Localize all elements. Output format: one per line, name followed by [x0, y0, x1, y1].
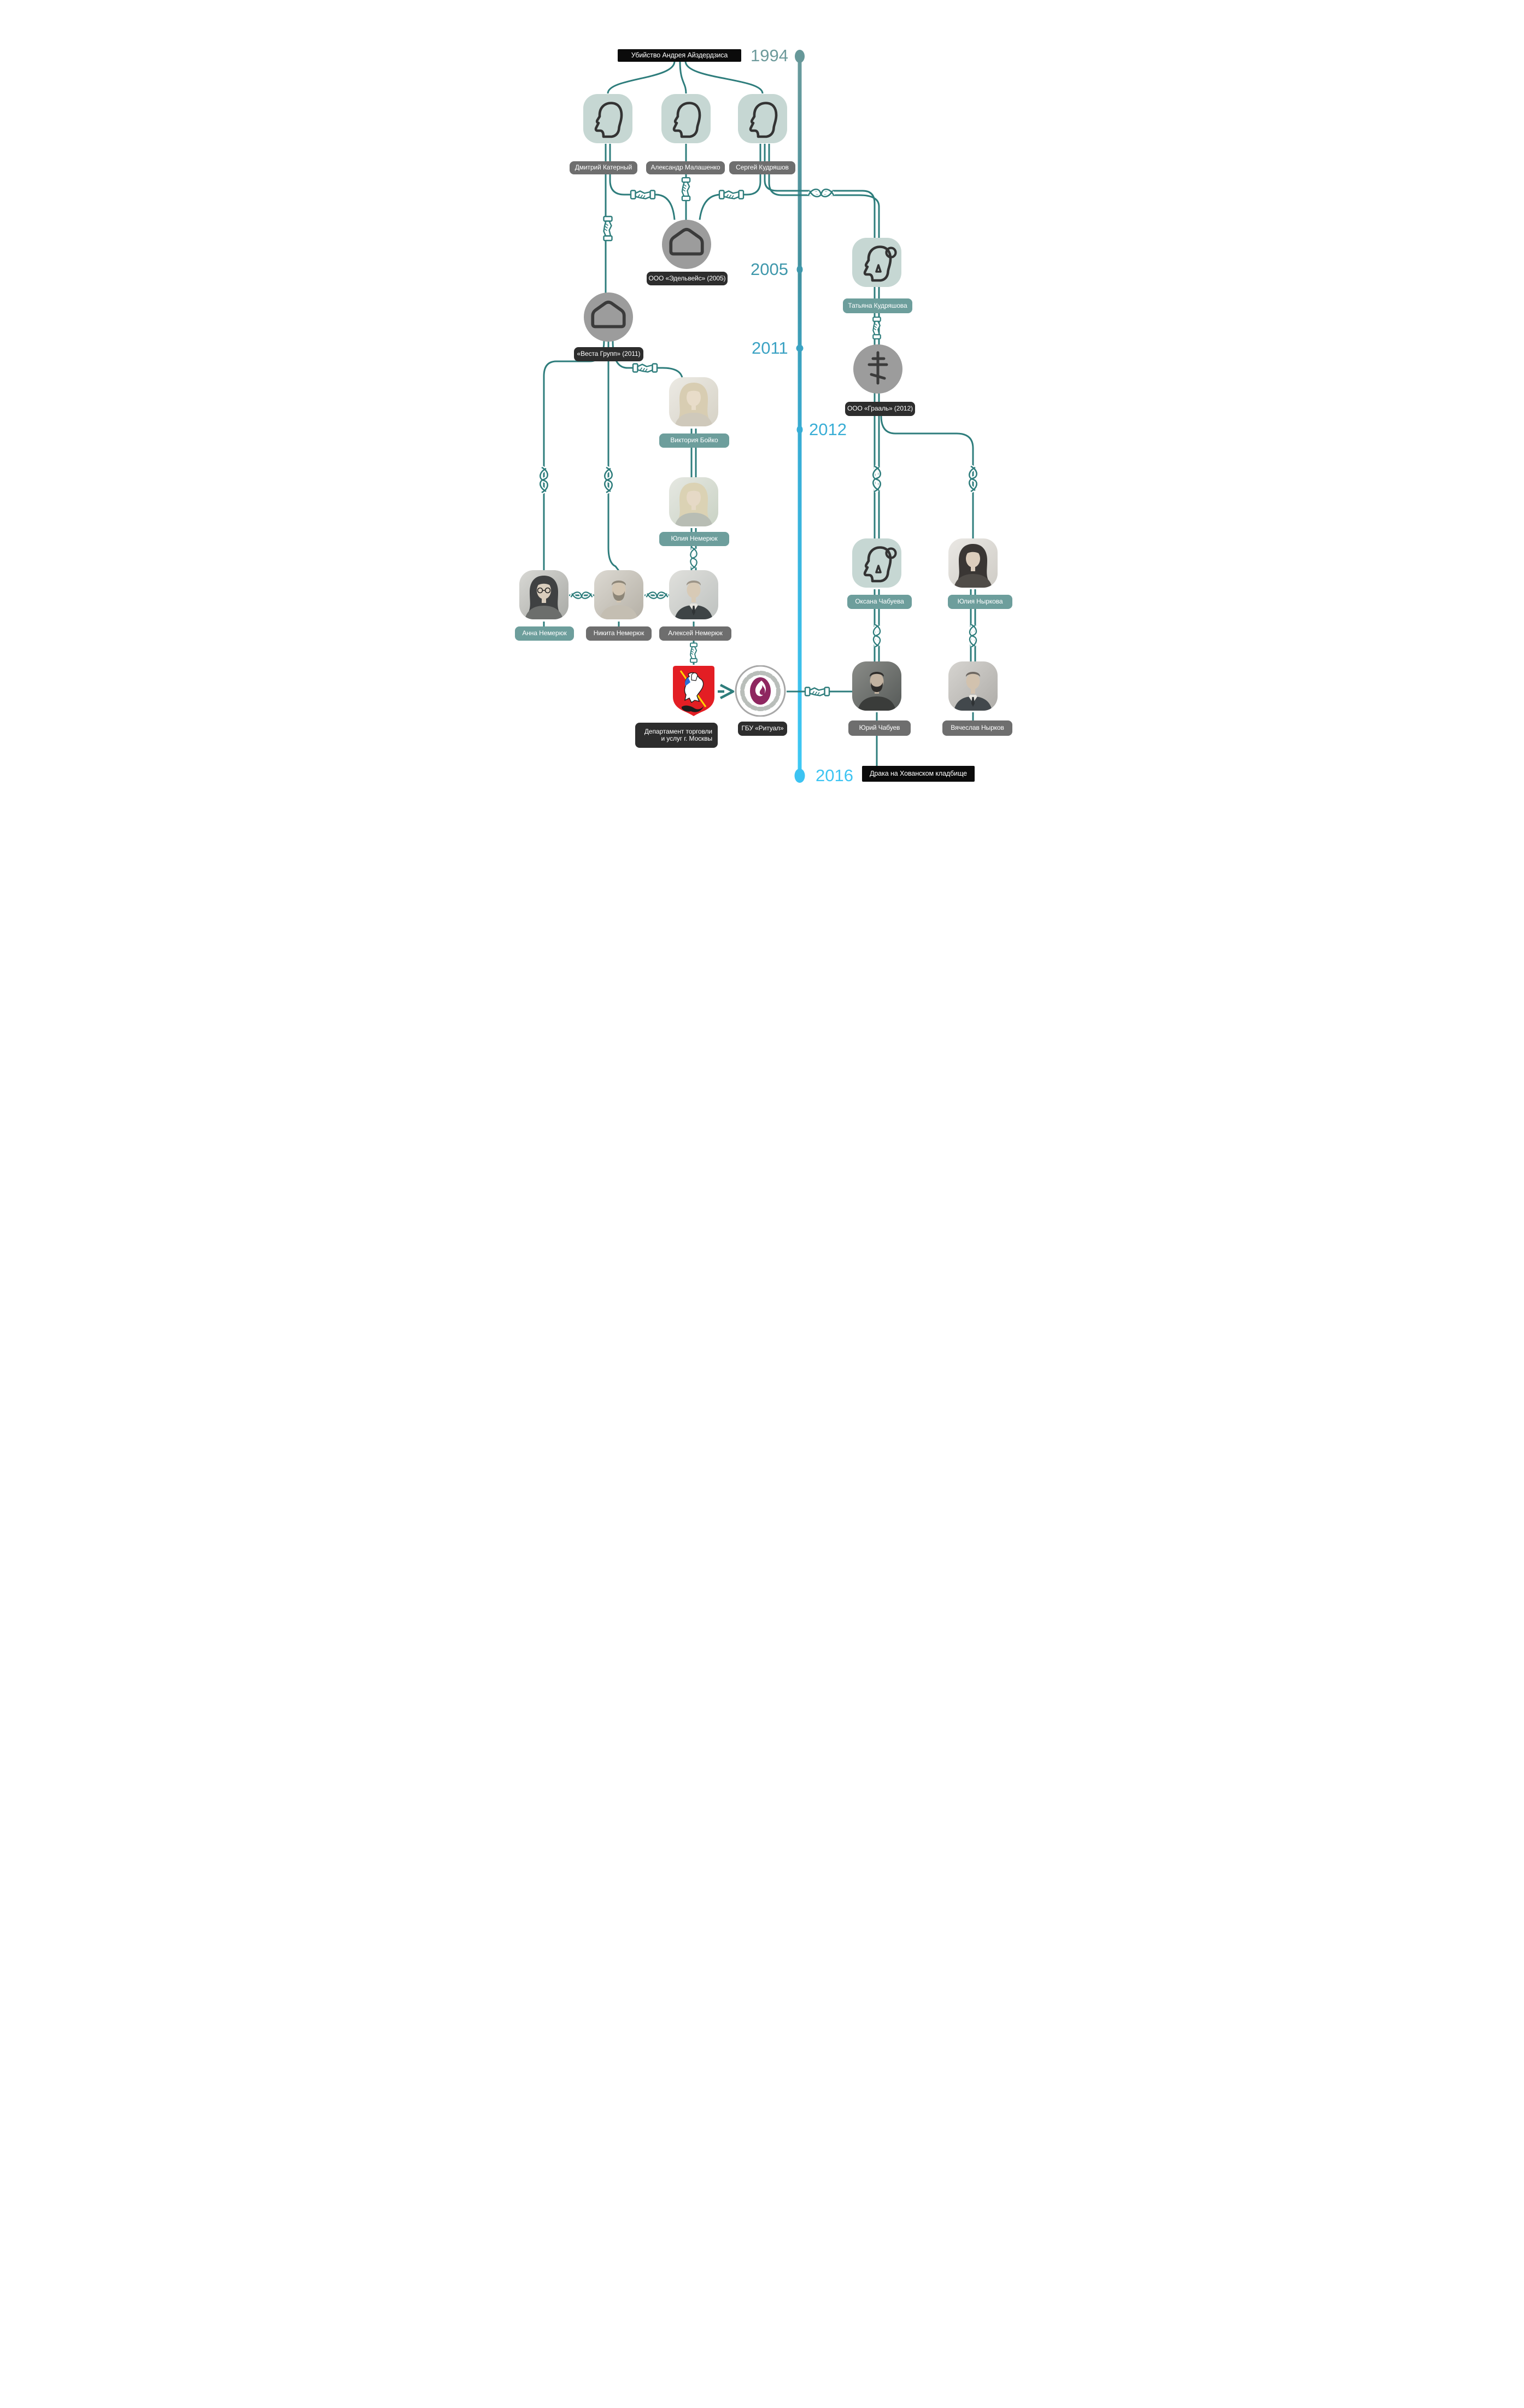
person-label-sergey-kudryashov: Сергей Кудряшов — [729, 161, 795, 174]
handshake-icon — [681, 177, 691, 202]
photo-yuri-chabuev — [852, 661, 901, 711]
person-label-yuri-chabuev: Юрий Чабуев — [848, 720, 911, 736]
knot-icon — [646, 592, 667, 598]
knot-icon — [605, 467, 612, 493]
org-label-dept-line2: и услуг г. Москвы — [661, 735, 712, 742]
org-node-vesta — [584, 292, 633, 342]
org-node-graal — [853, 344, 902, 394]
male-silhouette-icon — [596, 103, 622, 137]
photo-yulia-nemeryuk — [669, 477, 718, 526]
person-label-dmitry-katerny: Дмитрий Катерный — [570, 161, 637, 174]
avatar-oksana-chabueva — [852, 538, 901, 588]
event-label-murder: Убийство Андрея Айздердзиса — [618, 49, 741, 62]
timeline-dot-2012 — [796, 425, 803, 434]
org-node-edelweis — [662, 220, 711, 269]
cape-icon — [685, 677, 690, 686]
org-label-vesta: «Веста Групп» (2011) — [574, 347, 643, 361]
org-label-edelweis: ООО «Эдельвейс» (2005) — [647, 272, 728, 285]
org-label-dept-line1: Департамент торговли — [644, 727, 712, 735]
timeline-dot-2011 — [796, 344, 804, 352]
dragon-icon — [682, 705, 704, 712]
handshake-icon — [690, 642, 697, 663]
house-icon — [671, 230, 702, 254]
photo-anna-nemeryuk — [519, 570, 568, 619]
org-label-ritual: ГБУ «Ритуал» — [738, 722, 787, 736]
handshake-icon — [718, 190, 745, 200]
knot-icon — [970, 624, 976, 647]
person-label-nikita-nemeryuk: Никита Немерюк — [586, 626, 652, 641]
photo-vyacheslav-nyrkov — [948, 661, 998, 711]
person-label-oksana-chabueva: Оксана Чабуева — [847, 595, 912, 609]
photo-viktoria-boyko — [669, 377, 718, 426]
person-label-alexey-nemeryuk: Алексей Немерюк — [659, 626, 731, 641]
timeline-year-2016: 2016 — [816, 766, 853, 785]
handshake-icon — [804, 687, 830, 696]
timeline-dot-1994 — [795, 50, 805, 63]
timeline-year-1994: 1994 — [751, 46, 788, 65]
house-icon — [593, 302, 624, 327]
timeline-year-2011: 2011 — [752, 338, 788, 358]
female-silhouette-icon — [865, 548, 895, 582]
timeline-dot-2016 — [794, 769, 805, 783]
handshake-icon — [632, 363, 658, 373]
handshake-icon — [630, 190, 656, 200]
handshake-icon — [872, 317, 881, 339]
timeline-year-2005: 2005 — [751, 260, 788, 279]
org-label-graal: ООО «Грааль» (2012) — [845, 402, 915, 416]
person-label-vyacheslav-nyrkov: Вячеслав Нырков — [942, 720, 1012, 736]
flame-icon — [755, 681, 766, 696]
avatar-sergey-kudryashov — [738, 94, 787, 143]
male-silhouette-icon — [674, 103, 700, 137]
laurel-wreath-icon — [740, 671, 781, 711]
person-label-viktoria-boyko: Виктория Бойко — [659, 433, 729, 448]
knot-icon — [540, 467, 547, 493]
person-label-anna-nemeryuk: Анна Немерюк — [515, 626, 574, 641]
male-silhouette-icon — [751, 103, 776, 137]
infographic-canvas: Убийство Андрея Айздердзиса Драка на Хов… — [489, 0, 1035, 864]
person-label-alexander-malashenko: Александр Малашенко — [646, 161, 725, 174]
org-label-dept: Департамент торговли и услуг г. Москвы — [635, 723, 718, 748]
timeline-dot-2005 — [796, 265, 803, 274]
photo-nikita-nemeryuk — [594, 570, 643, 619]
knot-icon — [873, 466, 880, 491]
female-silhouette-icon — [865, 247, 895, 281]
avatar-tatyana-kudryashova — [852, 238, 901, 287]
timeline-year-2012: 2012 — [809, 420, 847, 439]
person-label-yulia-nyrkova: Юлия Ныркова — [948, 595, 1012, 609]
knot-icon — [571, 592, 592, 598]
timeline — [794, 50, 805, 783]
photo-yulia-nyrkova — [948, 538, 998, 588]
knot-icon — [969, 466, 976, 491]
photo-alexey-nemeryuk — [669, 570, 718, 619]
knot-icon — [808, 189, 834, 196]
avatar-alexander-malashenko — [661, 94, 711, 143]
avatar-dmitry-katerny — [583, 94, 632, 143]
knot-icon — [690, 547, 696, 569]
handshake-icon — [603, 215, 613, 242]
knot-icon — [874, 624, 880, 647]
rider-icon — [691, 672, 698, 681]
person-label-tatyana-kudryashova: Татьяна Кудряшова — [843, 298, 912, 313]
person-label-yulia-nemeryuk: Юлия Немерюк — [659, 532, 729, 546]
arrow-icon — [719, 684, 735, 699]
ritual-logo — [735, 665, 786, 719]
moscow-coat-of-arms — [670, 664, 718, 720]
event-label-fight: Драка на Хованском кладбище — [862, 766, 975, 782]
orthodox-cross-icon — [869, 353, 887, 383]
